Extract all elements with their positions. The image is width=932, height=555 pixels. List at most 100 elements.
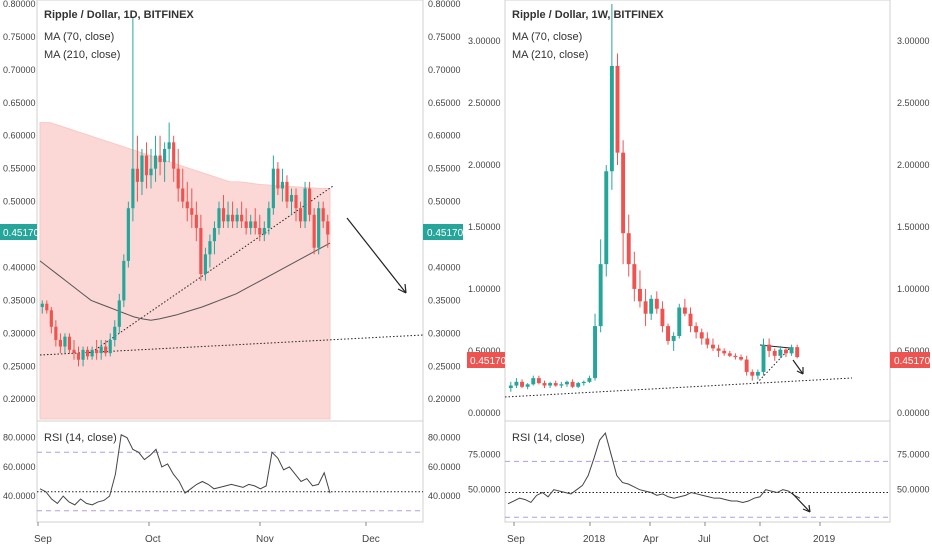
left-x-tick-label: Dec: [362, 534, 380, 545]
candle-body: [593, 326, 598, 379]
candle-body: [258, 227, 262, 235]
candle-body: [144, 155, 149, 176]
candle-body: [240, 214, 244, 222]
candle-body: [564, 381, 569, 385]
candle-body: [140, 155, 144, 182]
candle-body: [49, 310, 53, 327]
candle-body: [217, 208, 221, 228]
candle-body: [63, 336, 67, 347]
right-y-tick-label-right: 0.00000: [897, 408, 930, 418]
candle-body: [54, 326, 58, 340]
candle-body: [671, 336, 676, 341]
candle-body: [81, 349, 85, 360]
candle-body: [122, 260, 126, 301]
candle-body: [604, 171, 609, 265]
candle-body: [212, 227, 217, 242]
candle-body: [90, 349, 94, 357]
right-price-badge-left: 0.45170: [467, 352, 507, 368]
svg-text:0.45170: 0.45170: [3, 228, 40, 239]
candle-body: [531, 378, 536, 385]
candle-body: [761, 344, 766, 372]
candle-body: [226, 214, 230, 222]
right-rsi-label: RSI (14, close): [512, 432, 585, 444]
candle-body: [615, 65, 620, 153]
left-y-tick-label-right: 0.25000: [428, 361, 461, 371]
svg-text:0.45170: 0.45170: [427, 228, 464, 239]
left-rsi-tick-label-right: 60.0000: [428, 462, 461, 472]
candle-body: [194, 214, 198, 228]
left-chart-panel[interactable]: 80.0000 80.0000 60.0000 60.0000 40.0000 40.00…: [3, 0, 461, 545]
left-y-tick-label: 0.75000: [3, 32, 36, 42]
candle-body: [321, 208, 325, 222]
candle-body: [208, 241, 212, 255]
rising-trendline: [94, 185, 334, 351]
candle-body: [203, 254, 207, 275]
candle-body: [176, 168, 180, 189]
candle-body: [58, 339, 62, 347]
right-y-tick-label: 1.50000: [468, 222, 501, 232]
left-y-tick-label-right: 0.40000: [428, 262, 461, 272]
candle-body: [789, 347, 794, 354]
candle-body: [158, 155, 162, 163]
candle-body: [172, 142, 176, 169]
candle-body: [149, 168, 153, 176]
candle-body: [262, 227, 266, 235]
candle-body: [167, 142, 171, 149]
left-y-tick-label-right: 0.30000: [428, 328, 461, 338]
left-rsi-tick-label-right: 80.0000: [428, 433, 461, 443]
left-rsi-tick-label: 60.0000: [3, 462, 36, 472]
candle-body: [632, 264, 637, 289]
candle-body: [744, 359, 749, 372]
candle-body: [190, 208, 194, 215]
candle-body: [654, 298, 659, 309]
candle-body: [587, 378, 592, 382]
candle-body: [559, 384, 564, 386]
left-y-tick-label-right: 0.80000: [428, 0, 461, 9]
right-rsi-tick-label: 50.0000: [468, 485, 501, 495]
candle-body: [244, 221, 248, 228]
left-chart-title: Ripple / Dollar, 1D, BITFINEX: [44, 9, 194, 21]
candle-body: [117, 300, 121, 327]
right-x-tick-label: Jul: [698, 534, 711, 545]
candle-body: [750, 371, 755, 376]
candle-body: [542, 383, 547, 386]
candle-body: [72, 349, 76, 354]
candle-body: [649, 298, 654, 314]
right-price-badge-right: 0.45170: [890, 352, 931, 368]
candle-body: [271, 168, 275, 209]
candle-body: [570, 381, 575, 387]
right-rsi-tick-label-right: 50.0000: [897, 485, 930, 495]
left-y-tick-label: 0.70000: [3, 65, 36, 75]
candle-body: [308, 188, 312, 215]
candle-body: [598, 264, 603, 327]
candle-body: [643, 301, 648, 314]
candle-body: [626, 233, 631, 265]
candle-body: [666, 326, 671, 341]
right-y-tick-label-right: 2.50000: [897, 98, 930, 108]
ma210-line: [39, 242, 331, 321]
left-y-tick-label-right: 0.35000: [428, 295, 461, 305]
left-y-tick-label: 0.65000: [3, 98, 36, 108]
right-rsi-tick-label-right: 75.0000: [897, 449, 930, 459]
candle-body: [739, 357, 744, 360]
right-y-tick-label: 1.00000: [468, 284, 501, 294]
right-y-tick-label: 2.50000: [468, 98, 501, 108]
candle-body: [131, 168, 135, 209]
support-trendline: [39, 334, 424, 356]
right-y-tick-label: 2.00000: [468, 160, 501, 170]
left-y-tick-label: 0.30000: [3, 328, 36, 338]
candle-body: [253, 221, 257, 228]
candle-body: [108, 339, 112, 354]
candle-body: [621, 152, 626, 234]
candle-body: [289, 195, 294, 202]
right-y-tick-label: 3.00000: [468, 36, 501, 46]
right-chart-panel[interactable]: 75.0000 75.0000 50.0000 50.0000 3.00000 3.00…: [468, 0, 930, 545]
left-y-tick-label: 0.80000: [3, 0, 36, 9]
candle-body: [727, 353, 732, 356]
candle-body: [536, 378, 541, 384]
left-rsi-tick-label: 40.0000: [3, 491, 36, 501]
right-x-tick-label: 2019: [813, 534, 836, 545]
left-x-tick-label: Sep: [34, 534, 52, 545]
candle-body: [249, 221, 253, 228]
candle-body: [185, 201, 189, 209]
